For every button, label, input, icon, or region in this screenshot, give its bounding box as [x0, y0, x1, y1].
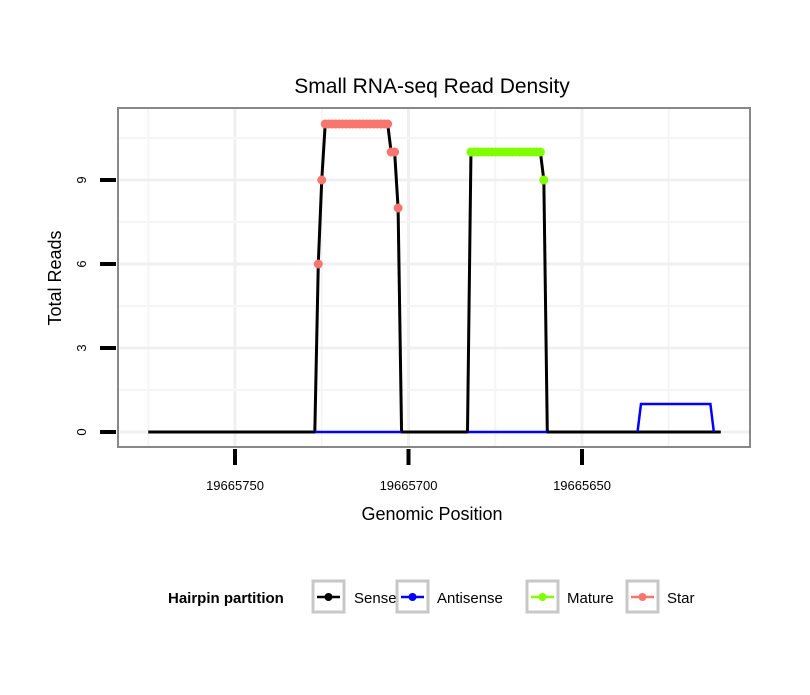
legend-label-star: Star [667, 590, 695, 607]
data-point-star [390, 147, 400, 157]
x-tick-label: 19665650 [553, 478, 611, 493]
legend-label-sense: Sense [354, 590, 397, 607]
legend-item-star: Star [625, 579, 695, 614]
legend-title: Hairpin partition [168, 590, 284, 607]
legend-item-antisense: Antisense [395, 579, 503, 614]
legend-point-mature [538, 593, 547, 601]
series-line-antisense [636, 402, 716, 433]
data-point-star [317, 175, 327, 185]
y-tick-label: 9 [74, 176, 89, 183]
data-point-mature [539, 175, 549, 185]
legend: Hairpin partition Sense Antisense Mature St… [168, 579, 695, 614]
data-point-star [393, 203, 403, 213]
y-tick-label: 6 [74, 260, 89, 267]
data-point-star [313, 259, 323, 269]
legend-item-mature: Mature [525, 579, 614, 614]
x-tick-label: 19665750 [206, 478, 264, 493]
legend-point-sense [324, 593, 333, 601]
legend-point-star [638, 593, 647, 601]
panel-border [117, 107, 751, 448]
x-tick-label: 19665700 [380, 478, 438, 493]
data-point-mature [535, 147, 545, 157]
chart-title: Small RNA-seq Read Density [294, 75, 570, 98]
legend-label-antisense: Antisense [437, 590, 503, 607]
data-point-star [383, 119, 393, 129]
legend-item-sense: Sense [311, 579, 397, 614]
y-axis-label: Total Reads [45, 230, 65, 325]
y-tick-label: 0 [74, 428, 89, 435]
legend-label-mature: Mature [567, 590, 614, 607]
series-line-sense [148, 122, 721, 434]
x-axis-label: Genomic Position [361, 504, 502, 524]
legend-point-antisense [408, 593, 417, 601]
y-tick-label: 3 [74, 344, 89, 351]
